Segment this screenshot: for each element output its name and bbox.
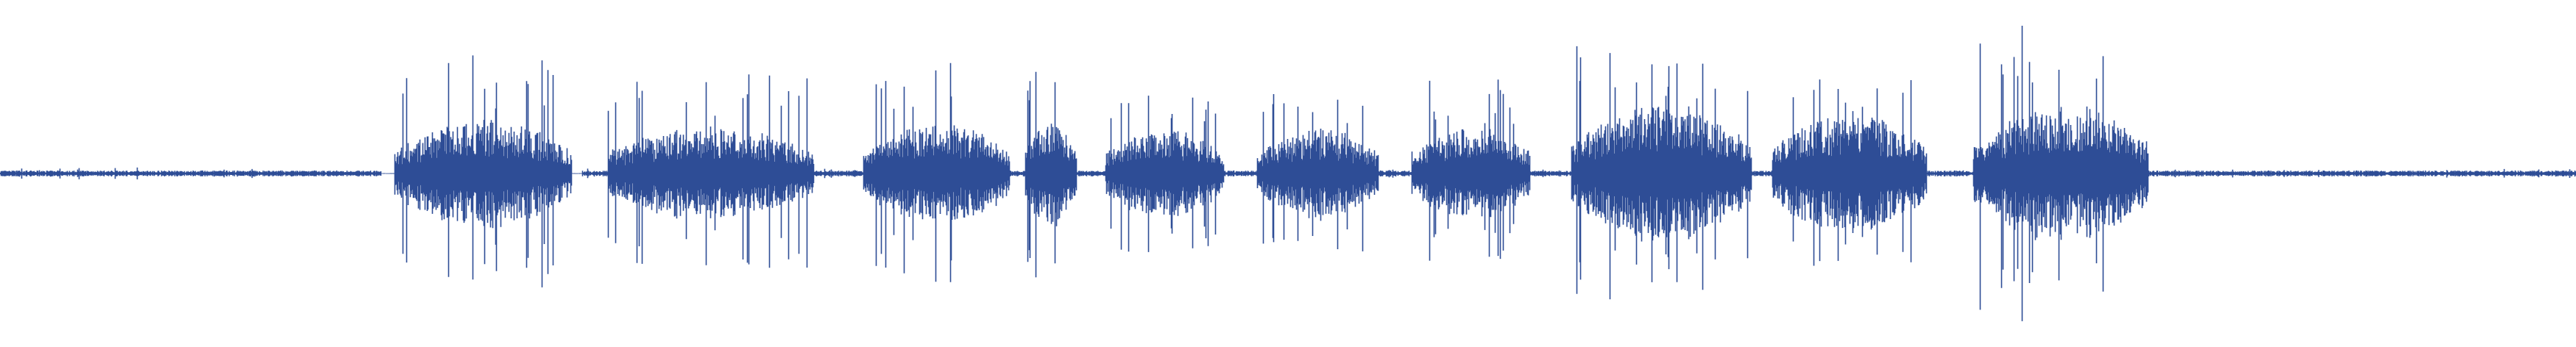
waveform-trace <box>0 26 2576 321</box>
